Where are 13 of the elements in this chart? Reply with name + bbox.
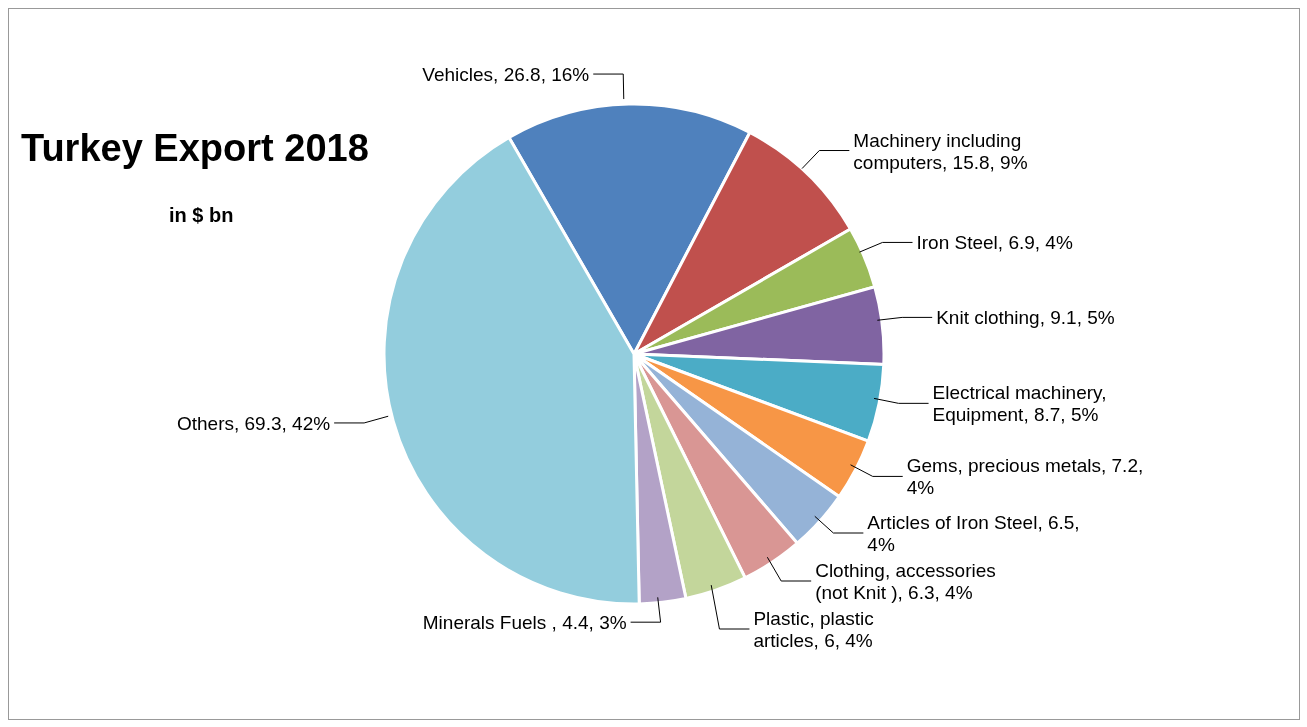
slice-label: Others, 69.3, 42% [176,412,331,434]
slice-label: Articles of Iron Steel, 6.5, 4% [867,511,1080,555]
text: in $ bn [169,204,234,227]
slice-label: Plastic, plastic articles, 6, 4% [753,607,874,651]
slice-label: Iron Steel, 6.9, 4% [916,231,1073,253]
slice-label: Minerals Fuels , 4.4, 3% [422,611,627,633]
slice-label: Vehicles, 26.8, 16% [422,63,590,85]
slice-label: Clothing, accessories (not Knit ), 6.3, 4% [815,559,996,603]
text: Turkey Export 2018 [21,127,369,170]
slice-label: Machinery including computers, 15.8, 9% [853,129,1028,173]
slice-label: Knit clothing, 9.1, 5% [936,306,1115,328]
slice-label: Electrical machinery, Equipment, 8.7, 5% [932,381,1107,425]
slice-label: Gems, precious metals, 7.2, 4% [906,454,1144,498]
